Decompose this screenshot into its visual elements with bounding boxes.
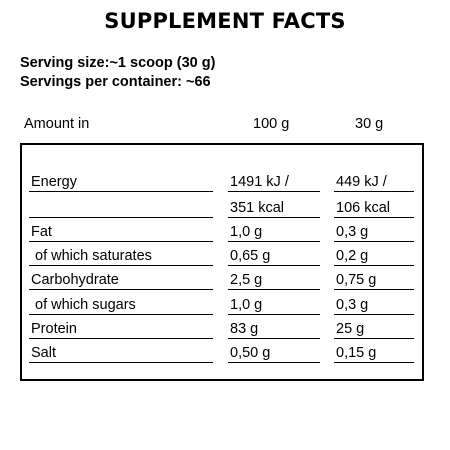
row-divider <box>29 314 213 315</box>
page-title: SUPPLEMENT FACTS <box>104 9 346 33</box>
value-per-serving: 25 g <box>336 321 365 337</box>
value-per-100g: 0,65 g <box>230 248 271 264</box>
row-divider <box>334 241 414 242</box>
value-per-100g: 1,0 g <box>230 297 263 313</box>
row-divider <box>334 191 414 192</box>
value-per-serving: 0,75 g <box>336 272 377 288</box>
table-row: of which saturates 0,65 g 0,2 g <box>22 242 422 266</box>
value-per-100g: 1491 kJ / <box>230 174 289 190</box>
row-divider <box>29 362 213 363</box>
value-per-serving: 0,15 g <box>336 345 377 361</box>
row-divider <box>334 338 414 339</box>
row-divider <box>228 191 320 192</box>
nutrient-label: Fat <box>31 224 52 240</box>
servings-per-container: Servings per container: ~66 <box>20 74 211 90</box>
nutrition-table: Energy 1491 kJ / 449 kJ / 351 kcal 106 k… <box>20 143 424 381</box>
value-per-100g: 83 g <box>230 321 259 337</box>
table-row: Energy 1491 kJ / 449 kJ / <box>22 168 422 192</box>
per-30g-header: 30 g <box>355 116 384 132</box>
table-row: of which sugars 1,0 g 0,3 g <box>22 291 422 315</box>
row-divider <box>228 338 320 339</box>
row-divider <box>228 241 320 242</box>
serving-size: Serving size:~1 scoop (30 g) <box>20 55 216 71</box>
row-divider <box>228 265 320 266</box>
value-per-serving: 106 kcal <box>336 200 391 216</box>
row-divider <box>29 191 213 192</box>
value-per-serving: 0,3 g <box>336 297 369 313</box>
value-per-100g: 1,0 g <box>230 224 263 240</box>
row-divider <box>334 314 414 315</box>
per-100g-header: 100 g <box>253 116 290 132</box>
row-divider <box>228 217 320 218</box>
row-divider <box>334 362 414 363</box>
row-divider <box>334 265 414 266</box>
nutrient-label: Protein <box>31 321 77 337</box>
row-divider <box>29 338 213 339</box>
value-per-serving: 449 kJ / <box>336 174 387 190</box>
nutrient-label: Carbohydrate <box>31 272 119 288</box>
nutrient-label: Salt <box>31 345 56 361</box>
row-divider <box>228 314 320 315</box>
value-per-serving: 0,2 g <box>336 248 369 264</box>
nutrient-label: of which saturates <box>31 248 152 264</box>
row-divider <box>29 265 213 266</box>
row-divider <box>334 217 414 218</box>
table-row: Protein 83 g 25 g <box>22 315 422 339</box>
table-row: Fat 1,0 g 0,3 g <box>22 218 422 242</box>
table-row: 351 kcal 106 kcal <box>22 194 422 218</box>
nutrient-label: of which sugars <box>31 297 136 313</box>
nutrient-label: Energy <box>31 174 77 190</box>
table-row: Salt 0,50 g 0,15 g <box>22 339 422 363</box>
row-divider <box>29 241 213 242</box>
row-divider <box>29 217 213 218</box>
row-divider <box>334 289 414 290</box>
value-per-100g: 2,5 g <box>230 272 263 288</box>
value-per-100g: 0,50 g <box>230 345 271 361</box>
table-row: Carbohydrate 2,5 g 0,75 g <box>22 266 422 290</box>
row-divider <box>228 289 320 290</box>
value-per-serving: 0,3 g <box>336 224 369 240</box>
row-divider <box>29 289 213 290</box>
value-per-100g: 351 kcal <box>230 200 285 216</box>
amount-in-header: Amount in <box>24 116 90 132</box>
row-divider <box>228 362 320 363</box>
